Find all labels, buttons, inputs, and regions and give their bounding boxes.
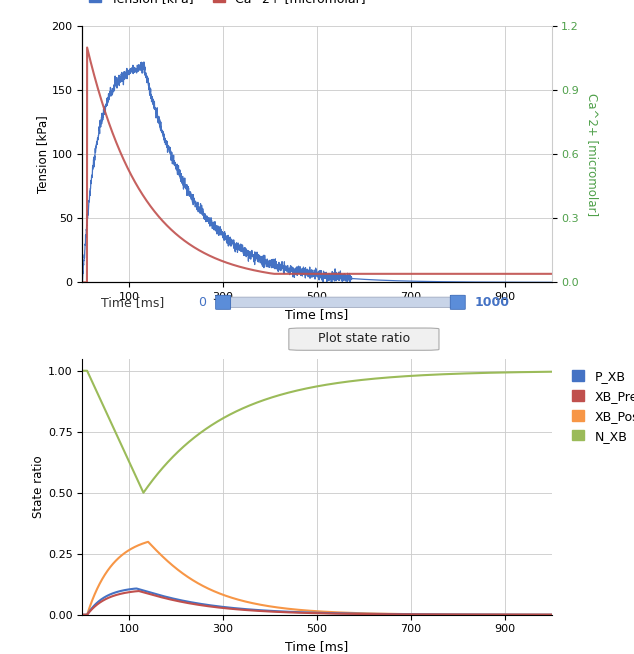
FancyBboxPatch shape xyxy=(219,297,462,307)
X-axis label: Time [ms]: Time [ms] xyxy=(285,640,349,653)
P_XB xyxy=(488,611,496,619)
Line: XB_PostR: XB_PostR xyxy=(82,542,552,615)
P_XB xyxy=(132,585,139,593)
XB_PostR xyxy=(539,611,547,619)
XB_PreR xyxy=(259,607,266,615)
Line: N_XB: N_XB xyxy=(82,371,552,492)
Y-axis label: State ratio: State ratio xyxy=(32,455,45,518)
XB_PostR xyxy=(79,611,86,619)
FancyBboxPatch shape xyxy=(216,295,231,309)
XB_PreR xyxy=(135,587,143,595)
N_XB xyxy=(160,462,168,470)
Text: 1000: 1000 xyxy=(475,296,510,309)
P_XB xyxy=(79,611,86,619)
XB_PostR xyxy=(548,611,555,619)
Y-axis label: Tension [kPa]: Tension [kPa] xyxy=(36,115,49,193)
Text: Time [ms]: Time [ms] xyxy=(101,296,164,309)
XB_PostR xyxy=(145,538,152,545)
P_XB xyxy=(259,606,266,614)
XB_PreR xyxy=(160,594,168,602)
FancyBboxPatch shape xyxy=(289,328,439,351)
Text: Plot state ratio: Plot state ratio xyxy=(318,332,410,345)
Text: 0: 0 xyxy=(198,296,206,309)
N_XB xyxy=(79,367,86,375)
N_XB xyxy=(488,369,496,377)
XB_PreR xyxy=(548,611,555,619)
N_XB xyxy=(132,473,139,481)
Y-axis label: Ca^2+ [micromolar]: Ca^2+ [micromolar] xyxy=(585,93,598,216)
XB_PostR xyxy=(279,604,287,612)
P_XB xyxy=(160,593,168,600)
X-axis label: Time [ms]: Time [ms] xyxy=(285,307,349,320)
XB_PreR xyxy=(488,611,496,619)
N_XB xyxy=(539,368,547,376)
Legend: Tension [kPa], Ca^2+ [micromolar]: Tension [kPa], Ca^2+ [micromolar] xyxy=(89,0,366,5)
XB_PreR xyxy=(79,611,86,619)
N_XB xyxy=(139,489,147,496)
XB_PostR xyxy=(132,542,139,550)
Line: XB_PreR: XB_PreR xyxy=(82,591,552,615)
P_XB xyxy=(133,585,140,593)
P_XB xyxy=(548,611,555,619)
XB_PostR xyxy=(488,611,496,619)
N_XB xyxy=(548,368,555,375)
Legend: P_XB, XB_PreR, XB_PostR, N_XB: P_XB, XB_PreR, XB_PostR, N_XB xyxy=(572,370,634,443)
XB_PreR xyxy=(132,587,139,595)
XB_PostR xyxy=(160,554,168,562)
P_XB xyxy=(539,611,547,619)
P_XB xyxy=(279,608,287,615)
Line: P_XB: P_XB xyxy=(82,589,552,615)
XB_PostR xyxy=(259,601,266,609)
XB_PreR xyxy=(279,608,287,616)
N_XB xyxy=(279,390,287,398)
N_XB xyxy=(259,396,266,404)
XB_PreR xyxy=(539,611,547,619)
FancyBboxPatch shape xyxy=(450,295,465,309)
